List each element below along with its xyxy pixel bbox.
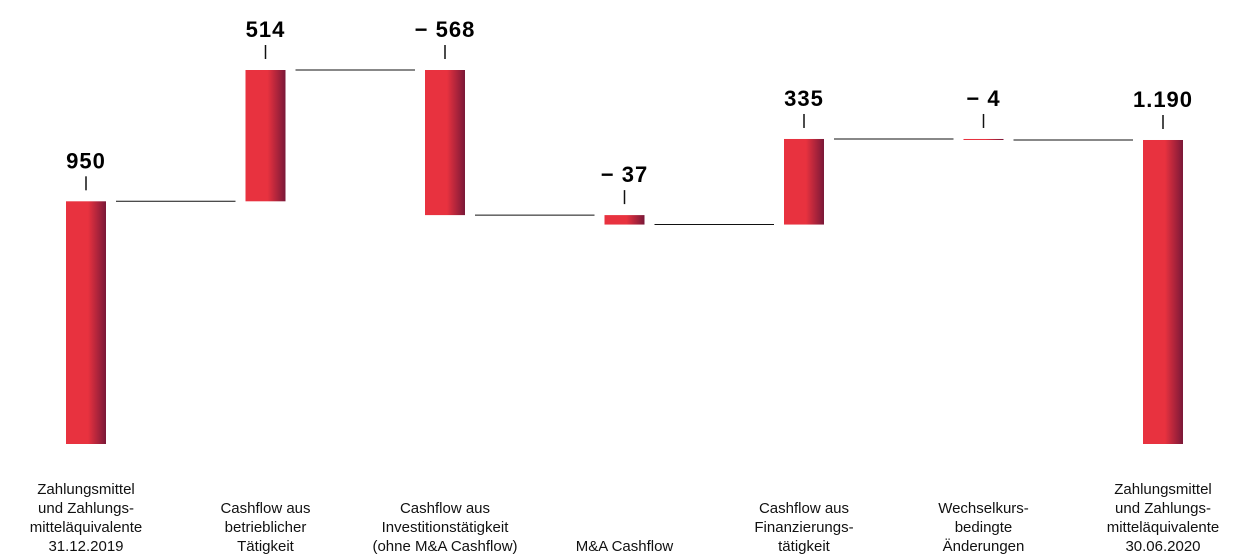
bar: [1143, 139, 1183, 445]
category-label: Cashflow aus Investitionstätigkeit (ohne…: [372, 500, 518, 555]
category-label: Wechselkurs- bedingte Änderungen: [938, 500, 1029, 555]
category-label: Cashflow aus betrieblicher Tätigkeit: [220, 500, 311, 555]
bar: [66, 201, 106, 444]
category-label: M&A Cashflow: [575, 538, 674, 555]
bar: [963, 138, 1004, 140]
value-label: 335: [784, 86, 824, 111]
value-label: − 37: [601, 162, 648, 187]
category-label: Zahlungsmittel und Zahlungs- mitteläquiv…: [29, 481, 143, 555]
value-label: 1.190: [1133, 87, 1193, 112]
value-label: 950: [66, 148, 106, 173]
category-label: Cashflow aus Finanzierungs- tätigkeit: [754, 500, 854, 555]
value-label: − 568: [415, 17, 476, 42]
value-label: 514: [246, 17, 286, 42]
bar: [245, 70, 286, 202]
bar: [425, 70, 465, 216]
bar: [604, 215, 645, 225]
bar: [784, 138, 824, 225]
value-label: − 4: [966, 86, 1000, 111]
category-label: Zahlungsmittel und Zahlungs- mitteläquiv…: [1106, 481, 1220, 555]
